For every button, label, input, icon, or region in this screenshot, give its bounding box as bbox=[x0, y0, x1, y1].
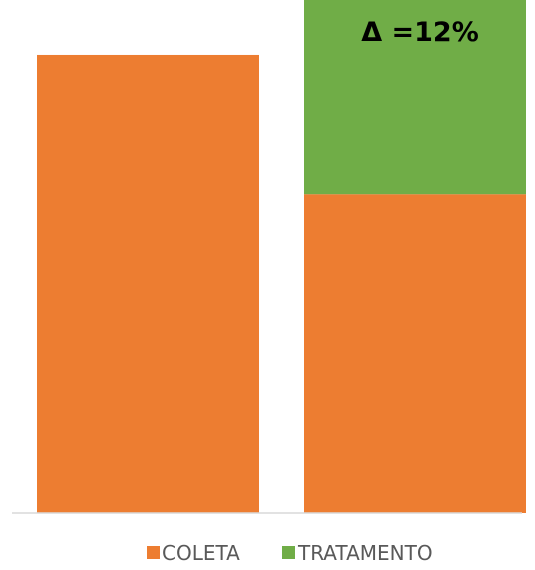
legend-swatch-coleta bbox=[147, 546, 160, 559]
bars bbox=[37, 0, 526, 513]
legend: COLETA TRATAMENTO bbox=[147, 541, 433, 565]
bar-coleta-2 bbox=[304, 194, 526, 513]
delta-annotation: Δ =12% bbox=[361, 17, 479, 48]
legend-label-tratamento: TRATAMENTO bbox=[297, 541, 433, 565]
legend-label-coleta: COLETA bbox=[162, 541, 240, 565]
bar-tratamento-2 bbox=[304, 0, 526, 195]
bar-coleta-1 bbox=[37, 54, 259, 513]
legend-swatch-tratamento bbox=[282, 546, 295, 559]
